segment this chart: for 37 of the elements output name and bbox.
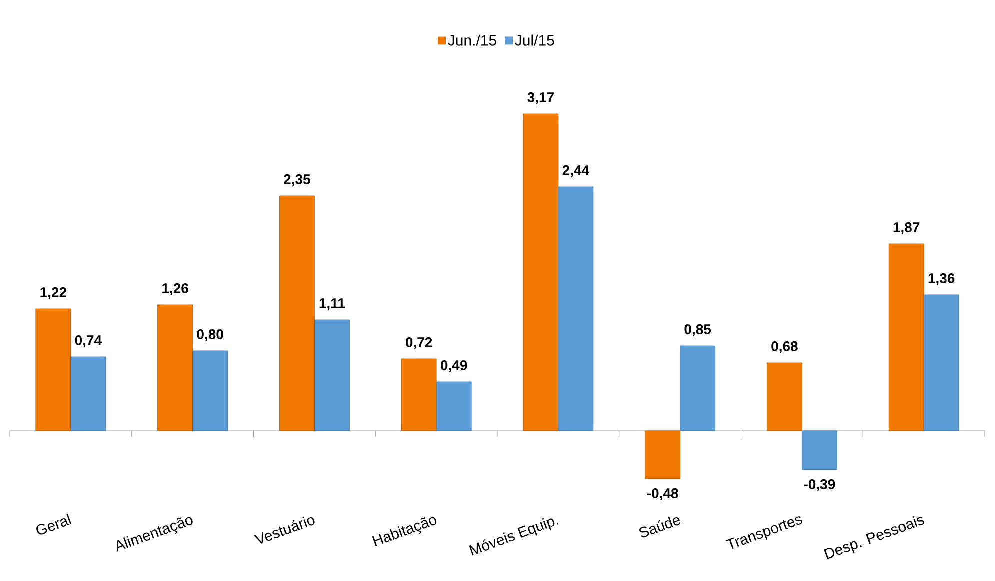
data-label: 0,72 bbox=[406, 338, 432, 350]
data-label: 1,11 bbox=[320, 298, 346, 310]
data-label: 0,80 bbox=[197, 330, 224, 342]
bar bbox=[558, 186, 594, 432]
legend-label: Jun./15 bbox=[448, 34, 496, 46]
data-label: -0,48 bbox=[647, 488, 678, 500]
bar bbox=[436, 382, 472, 432]
bar bbox=[70, 356, 106, 432]
bar bbox=[314, 320, 350, 432]
data-label: 3,17 bbox=[528, 92, 554, 104]
data-label: 0,49 bbox=[440, 360, 468, 372]
bar bbox=[36, 308, 72, 432]
data-label: 0,74 bbox=[75, 336, 102, 348]
x-tick-label: Saúde bbox=[640, 516, 681, 538]
data-label: 0,85 bbox=[684, 324, 712, 336]
x-tick-label: Geral bbox=[36, 514, 72, 535]
x-tick-label: Móveis Equip. bbox=[469, 518, 559, 556]
bar bbox=[680, 346, 716, 432]
bar bbox=[158, 304, 194, 432]
legend-label: Jul/15 bbox=[515, 34, 554, 46]
bar bbox=[888, 244, 924, 432]
data-label: 2,44 bbox=[562, 166, 590, 178]
data-label: 1,26 bbox=[162, 284, 188, 296]
bar bbox=[401, 358, 437, 432]
bar bbox=[802, 430, 838, 470]
data-label: 1,22 bbox=[40, 288, 67, 300]
bar bbox=[645, 430, 681, 480]
bar bbox=[192, 350, 228, 432]
data-label: 1,36 bbox=[928, 274, 955, 286]
bar bbox=[924, 294, 960, 432]
data-label: 2,35 bbox=[284, 174, 310, 186]
data-label: 1,87 bbox=[894, 222, 920, 234]
bar bbox=[279, 196, 315, 432]
bar bbox=[767, 362, 802, 432]
data-label: -0,39 bbox=[804, 480, 836, 492]
bar bbox=[523, 114, 559, 432]
data-label: 0,68 bbox=[772, 342, 798, 354]
